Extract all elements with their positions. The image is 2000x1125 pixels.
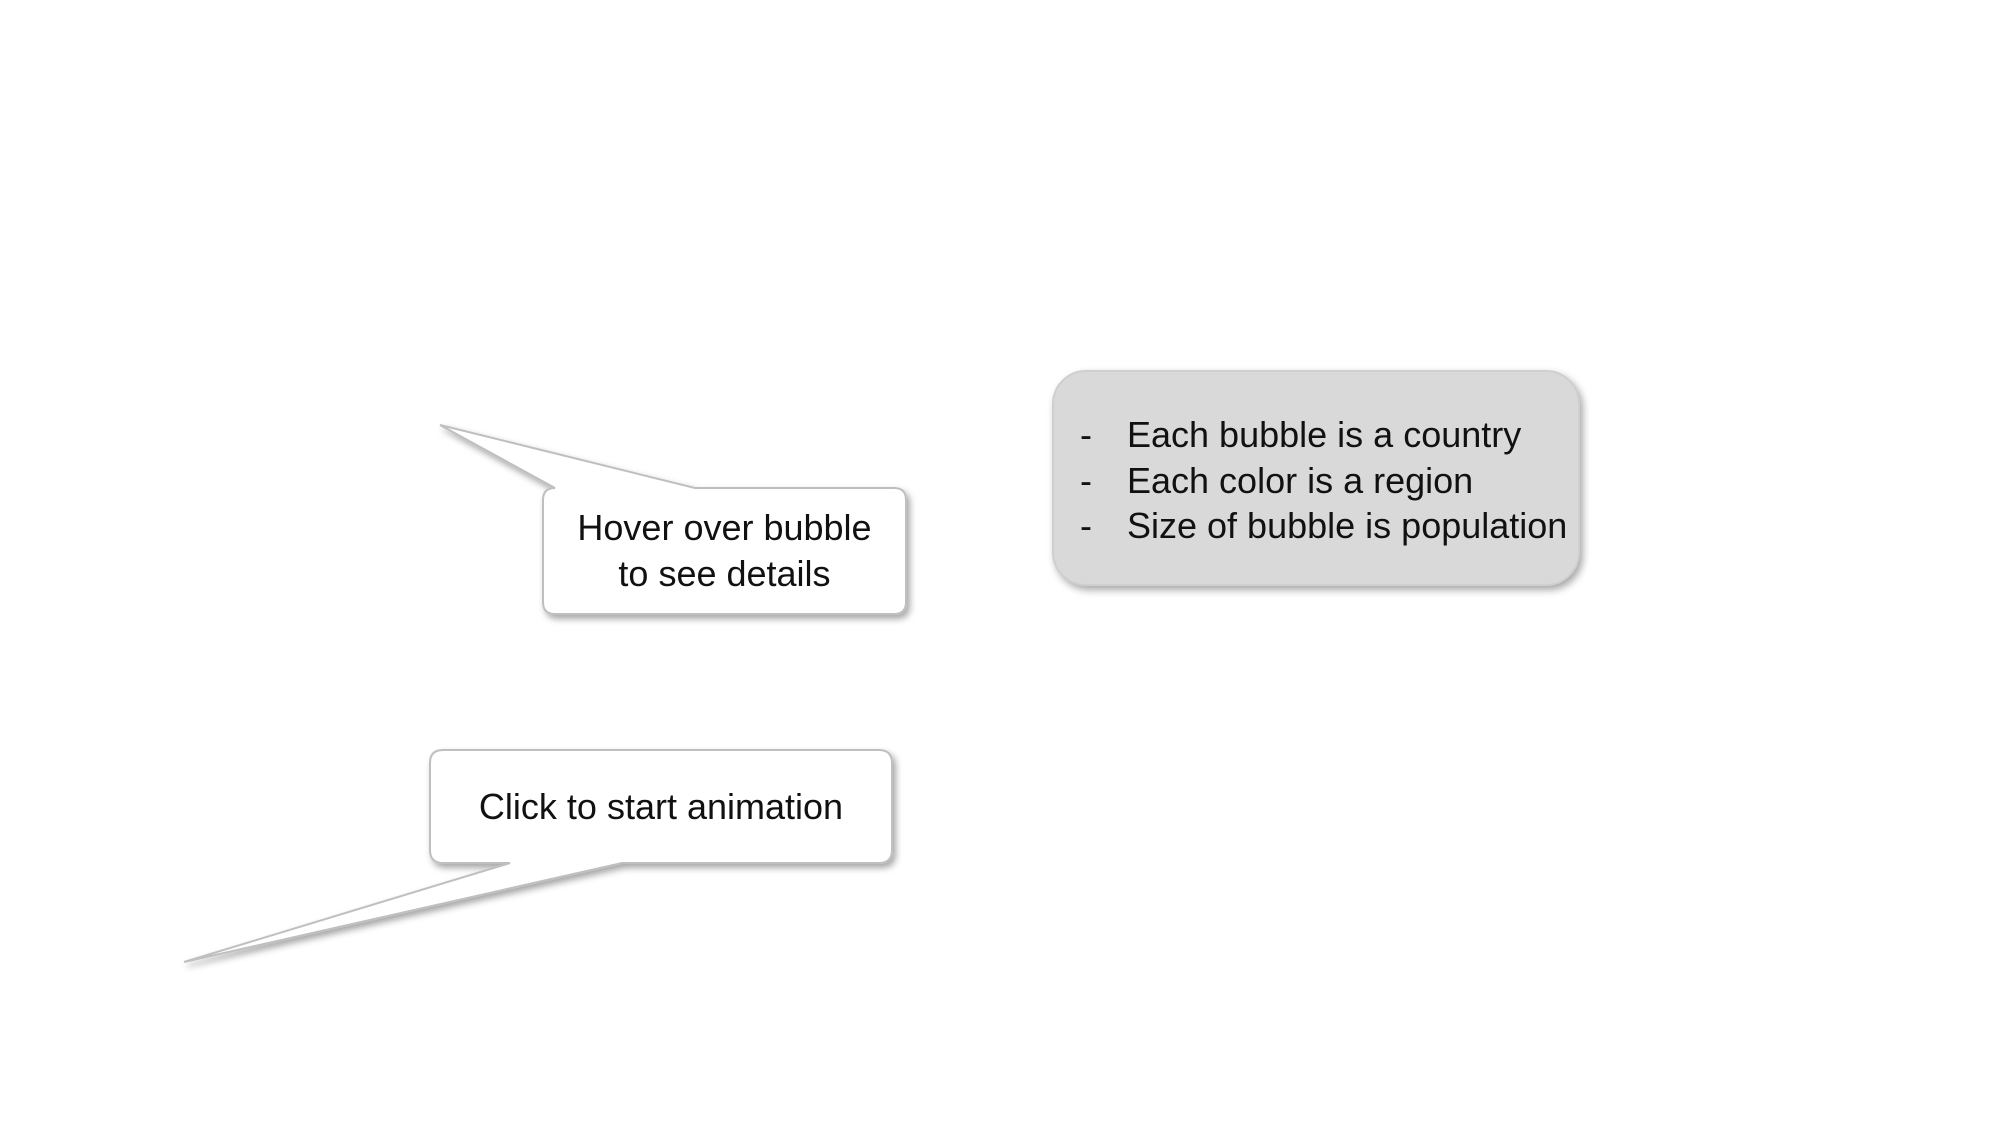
hover-callout-line-2: to see details bbox=[618, 553, 831, 594]
hover-callout-line-1: Hover over bubble bbox=[577, 507, 872, 548]
legend-dash: - bbox=[1080, 414, 1092, 455]
hover-callout-shape bbox=[439, 424, 907, 615]
legend-item-region: - Each color is a region bbox=[1080, 458, 1578, 504]
legend-item-label: Size of bubble is population bbox=[1127, 505, 1568, 546]
legend-item-label: Each color is a region bbox=[1127, 459, 1474, 501]
legend-dash: - bbox=[1080, 505, 1092, 546]
legend-dash: - bbox=[1080, 459, 1092, 501]
legend-item-population: - Size of bubble is population bbox=[1080, 503, 1578, 549]
legend-item-label: Each bubble is a country bbox=[1127, 414, 1522, 455]
legend-box: - Each bubble is a country - Each color … bbox=[1052, 370, 1580, 586]
hover-callout: Hover over bubble to see details bbox=[543, 488, 906, 614]
start-animation-label: Click to start animation bbox=[478, 785, 844, 827]
legend-item-country: - Each bubble is a country bbox=[1080, 412, 1578, 458]
animation-callout-shape[interactable] bbox=[183, 749, 893, 963]
start-animation-callout[interactable]: Click to start animation bbox=[430, 750, 892, 863]
legend-list: - Each bubble is a country - Each color … bbox=[1080, 412, 1578, 549]
